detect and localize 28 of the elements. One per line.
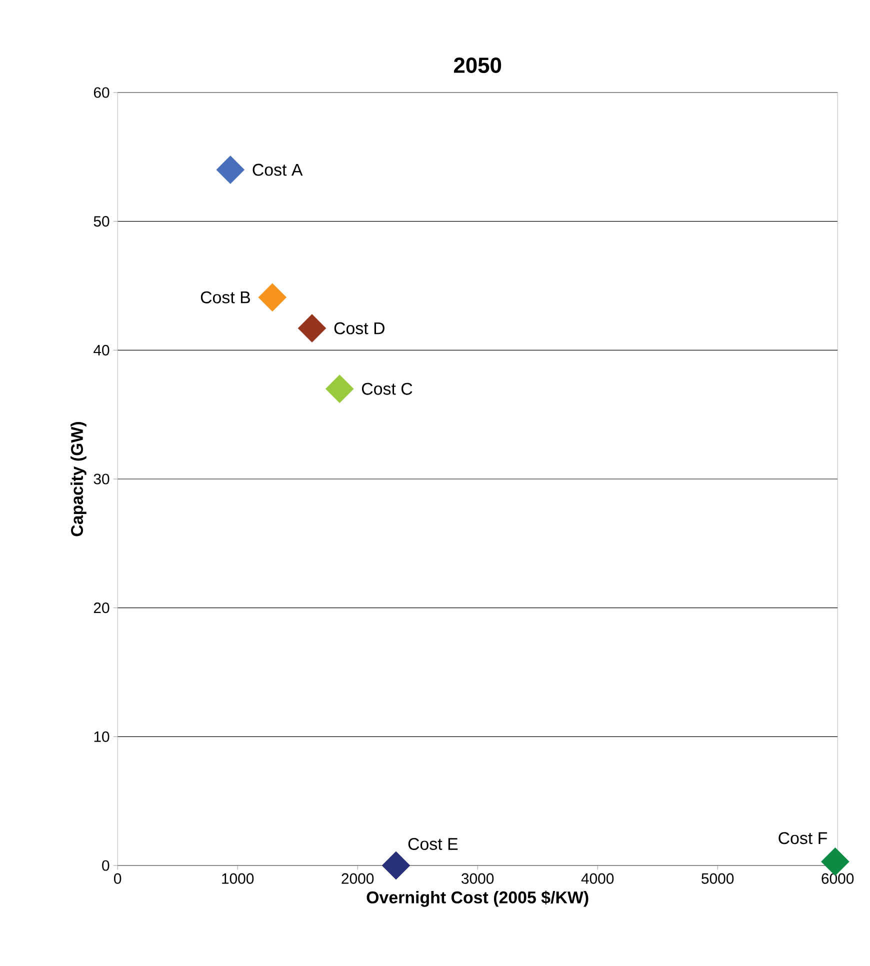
point	[216, 156, 245, 184]
x-tick-label: 3000	[462, 873, 494, 884]
series-label: Cost C	[362, 382, 412, 395]
y-tick-label: 20	[94, 602, 110, 614]
series-label: Cost E	[408, 838, 458, 850]
series-label: Cost F	[778, 832, 827, 844]
series-label: Cost D	[334, 322, 384, 334]
x-tick-label: 2000	[342, 873, 374, 884]
point	[382, 851, 410, 880]
x-tick-label: 0	[114, 873, 122, 884]
point	[325, 374, 354, 404]
y-axis-title: Capacity (GW)	[70, 422, 86, 536]
point	[258, 283, 287, 312]
x-axis-title: Overnight Cost (2005 $/KW)	[366, 890, 588, 907]
y-tick-label: 50	[94, 216, 110, 227]
series-label: Cost A	[252, 164, 303, 176]
x-tick-label: 5000	[702, 873, 734, 884]
x-tick-label: 4000	[581, 873, 614, 884]
x-tick-label: 6000	[822, 873, 854, 884]
point	[298, 314, 326, 342]
y-tick-label: 60	[94, 87, 110, 98]
y-tick-label: 40	[94, 344, 110, 356]
y-tick-label: 10	[94, 731, 110, 742]
y-tick-label: 30	[94, 474, 110, 484]
x-tick-label: 1000	[222, 873, 254, 884]
chart-title: 2050	[454, 57, 502, 74]
y-tick-label: 0	[102, 860, 110, 871]
series-label: Cost B	[200, 291, 250, 304]
